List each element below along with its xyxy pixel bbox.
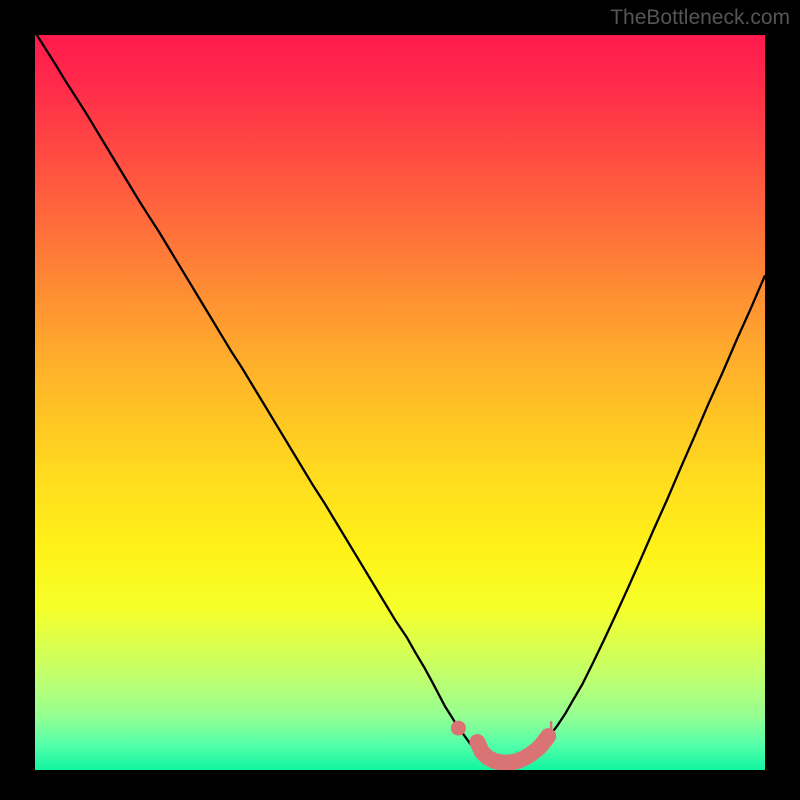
watermark-text: TheBottleneck.com xyxy=(610,6,790,30)
chart xyxy=(35,35,765,770)
marker-layer xyxy=(35,35,765,770)
bottleneck-highlight-stroke xyxy=(477,736,548,762)
highlight-dot xyxy=(451,721,465,735)
